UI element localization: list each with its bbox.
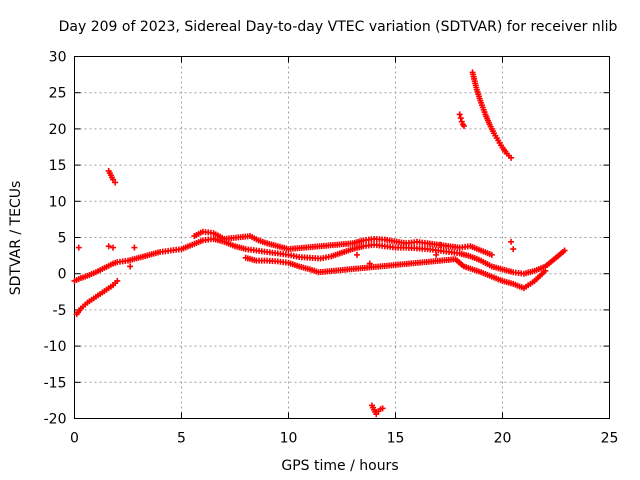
y-tick-label: -5 — [53, 303, 67, 319]
x-tick-label: 5 — [177, 431, 186, 447]
x-tick-label: 25 — [601, 431, 619, 447]
data-point-isolated-points — [110, 244, 117, 251]
data-point-short-segment-upper — [456, 111, 463, 118]
x-axis-label: GPS time / hours — [281, 458, 398, 474]
x-tick-label: 15 — [387, 431, 405, 447]
x-tick-label: 10 — [280, 431, 298, 447]
data-point-descending-arc — [114, 277, 121, 284]
data-point-isolated-points — [437, 241, 444, 248]
data-point-short-segment-upper — [460, 123, 467, 130]
data-point-falling-arc — [508, 154, 515, 161]
y-tick-label: 5 — [58, 231, 67, 247]
x-tick-label: 0 — [70, 431, 79, 447]
y-tick-label: -20 — [44, 412, 67, 428]
data-point-short-segment-upper — [457, 115, 464, 122]
axis-ticks: 0 5 10 15 20 25 -20 -15 -10 -5 0 5 10 15 20 25 30 — [44, 50, 619, 447]
data-point-short-segment-left — [112, 179, 119, 186]
data-point-isolated-points — [510, 246, 517, 253]
data-point-isolated-points — [366, 260, 373, 267]
data-point-negative-cluster — [379, 405, 386, 412]
y-axis-label: SDTVAR / TECUs — [8, 181, 24, 296]
grid-lines — [74, 56, 610, 419]
data-point-isolated-points — [433, 251, 440, 258]
y-tick-label: 20 — [49, 122, 67, 138]
chart-title: Day 209 of 2023, Sidereal Day-to-day VTE… — [59, 19, 618, 35]
data-point-isolated-points — [127, 263, 134, 270]
data-point-lower-cluster — [542, 267, 549, 274]
y-tick-label: 15 — [49, 158, 67, 174]
data-point-isolated-points — [105, 243, 112, 250]
data-point-isolated-points — [508, 238, 515, 245]
y-tick-label: -10 — [44, 339, 67, 355]
data-points — [71, 69, 568, 418]
data-point-isolated-points — [131, 244, 138, 251]
x-tick-label: 20 — [494, 431, 512, 447]
data-point-isolated-points — [353, 251, 360, 258]
data-point-upper-cluster — [488, 251, 495, 258]
data-point-main-band — [561, 247, 568, 254]
y-tick-label: -15 — [44, 375, 67, 391]
y-tick-label: 0 — [58, 267, 67, 283]
y-tick-label: 25 — [49, 86, 67, 102]
data-point-isolated-points — [75, 244, 82, 251]
data-point-short-segment-upper — [458, 118, 465, 125]
y-tick-label: 10 — [49, 194, 67, 210]
y-tick-label: 30 — [49, 50, 67, 66]
